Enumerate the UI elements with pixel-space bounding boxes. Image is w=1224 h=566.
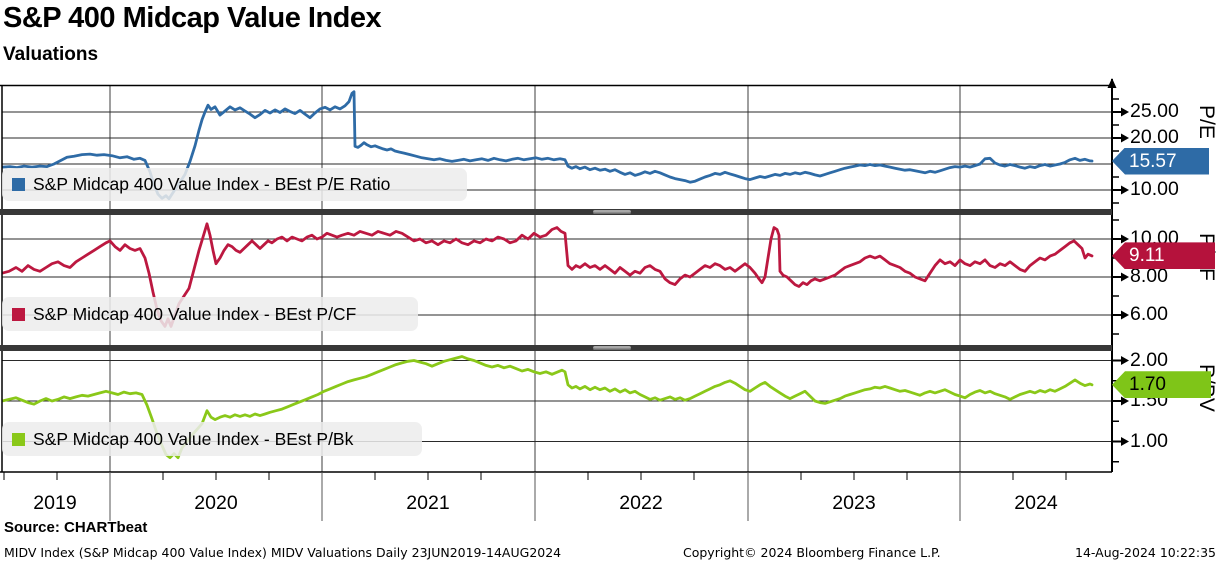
- tick-arrow-icon: [1121, 107, 1129, 117]
- pcf-legend-marker-icon: [12, 307, 25, 321]
- pbv-last-value-badge: 1.70: [1112, 371, 1211, 399]
- tick-arrow-icon: [1121, 234, 1129, 244]
- pe-axis-title: P/E: [1195, 105, 1218, 139]
- pcf-legend[interactable]: S&P Midcap 400 Value Index - BEst P/CF: [2, 297, 418, 331]
- tick-arrow-icon: [1121, 396, 1129, 406]
- x-axis-year-label: 2020: [194, 492, 238, 514]
- pbv-tick-label: 2.00: [1130, 348, 1168, 371]
- footer-security-info: MIDV Index (S&P Midcap 400 Value Index) …: [4, 545, 562, 560]
- pbv-legend-label: S&P Midcap 400 Value Index - BEst P/Bk: [33, 428, 354, 449]
- panel-splitter-1[interactable]: [0, 209, 1112, 215]
- pe-legend[interactable]: S&P Midcap 400 Value Index - BEst P/E Ra…: [2, 168, 467, 201]
- panel-splitter-handle-icon[interactable]: [593, 346, 631, 350]
- footer-timestamp: 14-Aug-2024 10:22:35: [1075, 545, 1216, 560]
- panel-splitter-handle-icon[interactable]: [593, 210, 631, 214]
- pe-last-value-badge: 15.57: [1112, 147, 1209, 175]
- pe-legend-marker-icon: [12, 178, 25, 191]
- pcf-tick-label: 6.00: [1130, 303, 1168, 325]
- axis-up-arrow-icon: [1107, 78, 1117, 88]
- pe-tick-label: 25.00: [1130, 100, 1179, 122]
- pbv-legend-marker-icon: [12, 432, 25, 446]
- panel-splitter-2[interactable]: [0, 345, 1112, 351]
- pe-tick-label: 20.00: [1130, 126, 1179, 148]
- tick-arrow-icon: [1121, 133, 1129, 143]
- tick-arrow-icon: [1121, 272, 1129, 282]
- page-title: S&P 400 Midcap Value Index: [3, 2, 382, 34]
- pcf-series-line[interactable]: [2, 222, 1094, 328]
- x-axis-year-label: 2023: [832, 492, 876, 514]
- pe-tick-label: 10.00: [1130, 178, 1179, 200]
- pcf-tick-label: 8.00: [1130, 265, 1168, 287]
- x-axis-year-label: 2024: [1014, 492, 1058, 514]
- pbv-tick-label: 1.00: [1130, 429, 1168, 452]
- pcf-last-value-badge: 9.11: [1112, 242, 1215, 270]
- pe-legend-label: S&P Midcap 400 Value Index - BEst P/E Ra…: [33, 174, 391, 194]
- tick-arrow-icon: [1121, 185, 1129, 195]
- tick-arrow-icon: [1121, 356, 1129, 365]
- tick-arrow-icon: [1121, 310, 1129, 320]
- pcf-legend-label: S&P Midcap 400 Value Index - BEst P/CF: [33, 303, 357, 324]
- pe-series-line[interactable]: [2, 90, 1094, 201]
- tick-arrow-icon: [1121, 437, 1129, 446]
- source-line: Source: CHARTbeat: [4, 519, 148, 536]
- x-axis-year-label: 2019: [33, 492, 77, 514]
- pbv-legend[interactable]: S&P Midcap 400 Value Index - BEst P/Bk: [2, 422, 422, 456]
- x-axis-year-label: 2021: [406, 492, 450, 514]
- footer-copyright: Copyright© 2024 Bloomberg Finance L.P.: [683, 545, 941, 560]
- page-subtitle: Valuations: [3, 44, 99, 65]
- x-axis-year-label: 2022: [619, 492, 663, 514]
